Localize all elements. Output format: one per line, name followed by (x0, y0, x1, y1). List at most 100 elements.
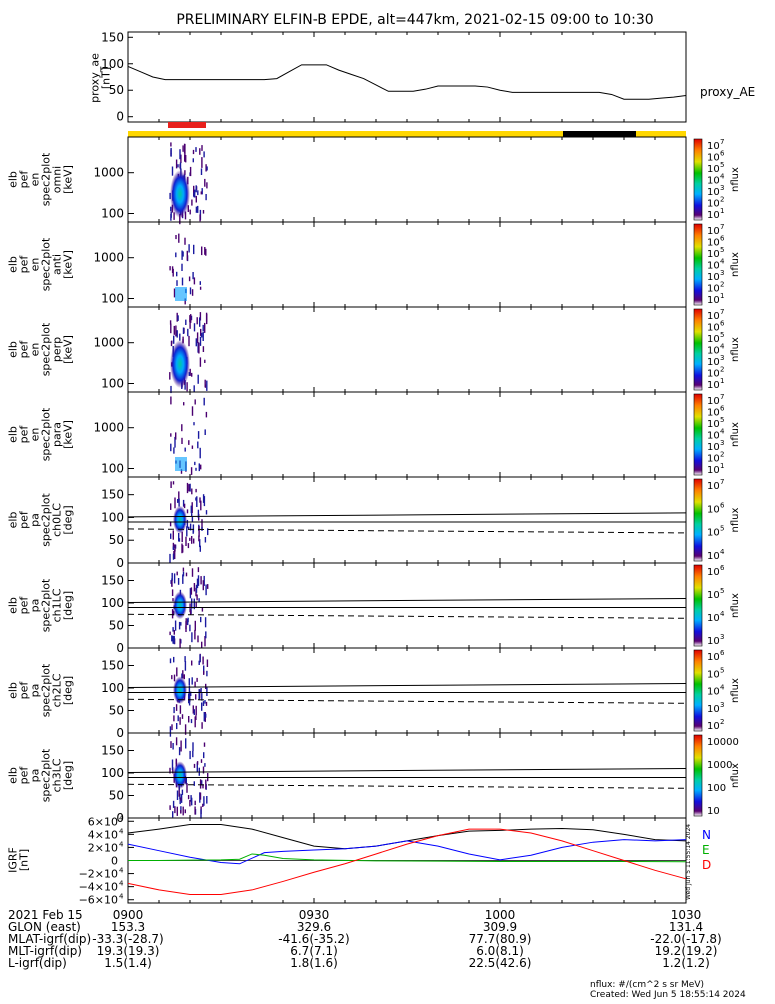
flux-streak (203, 712, 205, 722)
flux-streak (170, 323, 172, 334)
colorbar-tick-label: 10 (707, 323, 720, 334)
flux-streak (172, 610, 175, 616)
flux-streak (189, 624, 191, 632)
flux-streak (201, 780, 203, 786)
colorbar-tick-label: 10 (707, 284, 720, 295)
flux-streak (204, 178, 206, 187)
loss-cone-line (127, 683, 687, 688)
flux-streak (191, 502, 193, 513)
flux-streak (189, 537, 191, 541)
flux-streak (194, 189, 196, 198)
flux-streak (199, 539, 201, 548)
flux-streak (188, 685, 191, 695)
colorbar-tick-exponent: 7 (720, 393, 724, 401)
flux-streak (191, 406, 194, 416)
flux-streak (195, 705, 197, 716)
flux-streak (204, 322, 206, 333)
flux-streak (205, 683, 207, 689)
y-tick-label: 4×10 (88, 828, 118, 841)
flux-streak (199, 148, 201, 155)
flux-streak (201, 641, 203, 649)
flux-streak (203, 665, 205, 674)
flux-streak (186, 509, 189, 514)
colorbar-tick-exponent: 6 (720, 320, 725, 328)
flux-streak (197, 567, 200, 573)
flux-streak (186, 482, 189, 494)
flux-streak (189, 610, 192, 615)
flux-streak (194, 806, 196, 815)
flux-streak (195, 715, 197, 720)
flux-streak (176, 280, 178, 286)
energy-colorbar (693, 138, 703, 221)
flux-streak (202, 210, 205, 214)
colorbar-tick-exponent: 4 (720, 610, 725, 618)
flux-streak (173, 630, 175, 635)
flux-streak (179, 799, 181, 805)
flux-streak (200, 500, 202, 511)
plot-title: PRELIMINARY ELFIN-B EPDE, alt=447km, 202… (176, 12, 653, 28)
flux-streak (199, 357, 202, 367)
flux-streak (179, 333, 181, 341)
flux-streak (170, 385, 172, 394)
flux-streak (173, 635, 175, 645)
flux-streak (174, 806, 176, 814)
flux-streak (171, 572, 173, 581)
flux-streak (185, 621, 187, 632)
y-tick-label: 1000 (93, 251, 124, 265)
colorbar-tick-label: 10 (707, 153, 720, 164)
colorbar-tick-label: 10 (707, 187, 720, 198)
y-tick-exponent: 4 (119, 880, 124, 888)
flux-streak (192, 528, 194, 534)
flux-streak (189, 318, 191, 329)
flux-streak (193, 422, 195, 426)
colorbar-tick-exponent: 3 (720, 354, 724, 362)
flux-streak (202, 346, 205, 352)
y-tick-label: 1000 (93, 166, 124, 180)
y-tick-label: 1000 (93, 421, 124, 435)
colorbar-tick-exponent: 3 (720, 701, 724, 709)
flux-streak (186, 783, 188, 793)
flux-streak (205, 194, 207, 201)
colorbar-label: nflux (730, 593, 741, 618)
flux-streak (204, 636, 206, 647)
footer-created: Created: Wed Jun 5 18:55:14 2024 (590, 990, 746, 1000)
energy-spectrogram-ylabel: elbpefenspec2plotpara[keV] (7, 407, 75, 461)
flux-streak (195, 338, 197, 347)
flux-streak (206, 670, 208, 677)
colorbar-tick-exponent: 5 (720, 246, 724, 254)
y-tick-label: 0 (116, 726, 124, 740)
ephemeris-value: -41.6(-35.2) (278, 932, 349, 946)
flux-streak (176, 271, 178, 277)
pitch-angle-ylabel: elbpefpaspec2plotch2LC[deg] (7, 663, 75, 717)
colorbar-tick-label: 10 (707, 419, 720, 430)
anti-loss-cone-line (127, 783, 687, 789)
flux-streak (197, 190, 199, 196)
flux-streak (197, 205, 199, 213)
igrf-panel: 6×10 44×10 42×10 40−2×10 4−4×10 4−6×10 4IGRF[n… (7, 814, 712, 906)
y-tick-label: 2×10 (88, 841, 118, 854)
colorbar-tick-label: 10 (707, 346, 720, 357)
colorbar-tick-label: 10 (707, 380, 720, 391)
flux-streak (192, 705, 194, 714)
flux-streak (175, 235, 177, 240)
colorbar-tick-label: 10 (707, 311, 720, 322)
flux-streak (189, 523, 192, 531)
colorbar-tick-label: 10 (707, 551, 720, 562)
flux-streak (196, 317, 198, 325)
flux-streak (199, 545, 201, 552)
flux-streak (201, 607, 204, 612)
pitch-angle-frame (127, 732, 687, 819)
flux-streak (206, 687, 208, 696)
flux-streak (181, 714, 184, 719)
flux-streak (181, 277, 184, 286)
ephemeris-value: 6.7(7.1) (290, 944, 338, 958)
colorbar-label: nflux (730, 763, 741, 788)
energy-spectrogram-ylabel: elbpefenspec2plotperp[keV] (7, 322, 75, 376)
flux-streak (172, 268, 174, 277)
flux-streak (193, 244, 195, 255)
flux-streak (175, 159, 178, 169)
flux-streak (169, 521, 172, 527)
flux-streak (184, 380, 186, 390)
colorbar-tick-exponent: 2 (720, 366, 724, 374)
